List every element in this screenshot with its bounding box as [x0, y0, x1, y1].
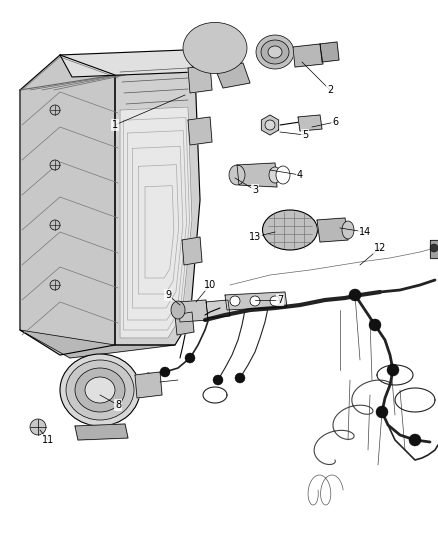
Ellipse shape: [276, 166, 290, 184]
Polygon shape: [20, 330, 175, 358]
Ellipse shape: [191, 29, 239, 67]
Polygon shape: [115, 72, 200, 345]
Polygon shape: [320, 42, 339, 62]
Ellipse shape: [269, 167, 281, 183]
Circle shape: [270, 296, 280, 306]
Circle shape: [50, 280, 60, 290]
Circle shape: [230, 296, 240, 306]
Polygon shape: [293, 44, 323, 67]
Polygon shape: [225, 292, 287, 310]
Circle shape: [250, 296, 260, 306]
Ellipse shape: [261, 40, 289, 64]
Polygon shape: [178, 300, 208, 322]
Circle shape: [376, 406, 388, 418]
Circle shape: [349, 289, 361, 301]
Text: 10: 10: [204, 280, 216, 290]
Circle shape: [213, 375, 223, 385]
Polygon shape: [182, 237, 202, 265]
Ellipse shape: [171, 301, 185, 319]
Circle shape: [50, 220, 60, 230]
Circle shape: [409, 434, 421, 446]
Ellipse shape: [268, 46, 282, 58]
Circle shape: [235, 373, 245, 383]
Ellipse shape: [262, 210, 318, 250]
Polygon shape: [317, 218, 348, 242]
Text: 11: 11: [42, 435, 54, 445]
Circle shape: [369, 319, 381, 331]
Polygon shape: [261, 115, 279, 135]
Ellipse shape: [66, 360, 134, 420]
Circle shape: [430, 244, 438, 252]
Text: 6: 6: [332, 117, 338, 127]
Text: 12: 12: [374, 243, 386, 253]
Circle shape: [30, 419, 46, 435]
Text: 4: 4: [297, 170, 303, 180]
Polygon shape: [60, 50, 195, 77]
Polygon shape: [75, 424, 128, 440]
Circle shape: [431, 242, 438, 252]
Text: 7: 7: [277, 295, 283, 305]
Polygon shape: [120, 107, 192, 338]
Circle shape: [387, 364, 399, 376]
Ellipse shape: [183, 22, 247, 74]
Text: 2: 2: [327, 85, 333, 95]
Text: 5: 5: [302, 130, 308, 140]
Circle shape: [265, 120, 275, 130]
Ellipse shape: [199, 35, 231, 61]
Text: 8: 8: [115, 400, 121, 410]
Ellipse shape: [60, 354, 140, 426]
Text: 1: 1: [112, 120, 118, 130]
Circle shape: [160, 367, 170, 377]
Polygon shape: [20, 55, 115, 355]
Polygon shape: [215, 63, 250, 88]
Ellipse shape: [256, 35, 294, 69]
Ellipse shape: [198, 49, 216, 63]
Circle shape: [185, 353, 195, 363]
Polygon shape: [206, 300, 230, 318]
Ellipse shape: [75, 368, 125, 412]
Polygon shape: [188, 65, 212, 93]
Ellipse shape: [342, 221, 354, 239]
Ellipse shape: [207, 42, 223, 54]
Polygon shape: [175, 312, 194, 335]
Polygon shape: [298, 115, 322, 131]
Ellipse shape: [229, 165, 245, 185]
Text: 14: 14: [359, 227, 371, 237]
Text: 9: 9: [165, 290, 171, 300]
Circle shape: [50, 160, 60, 170]
Polygon shape: [237, 163, 277, 187]
Polygon shape: [430, 240, 438, 258]
Polygon shape: [135, 372, 162, 398]
Circle shape: [50, 105, 60, 115]
Text: 3: 3: [252, 185, 258, 195]
Polygon shape: [188, 117, 212, 145]
Ellipse shape: [85, 377, 115, 403]
Text: 13: 13: [249, 232, 261, 242]
